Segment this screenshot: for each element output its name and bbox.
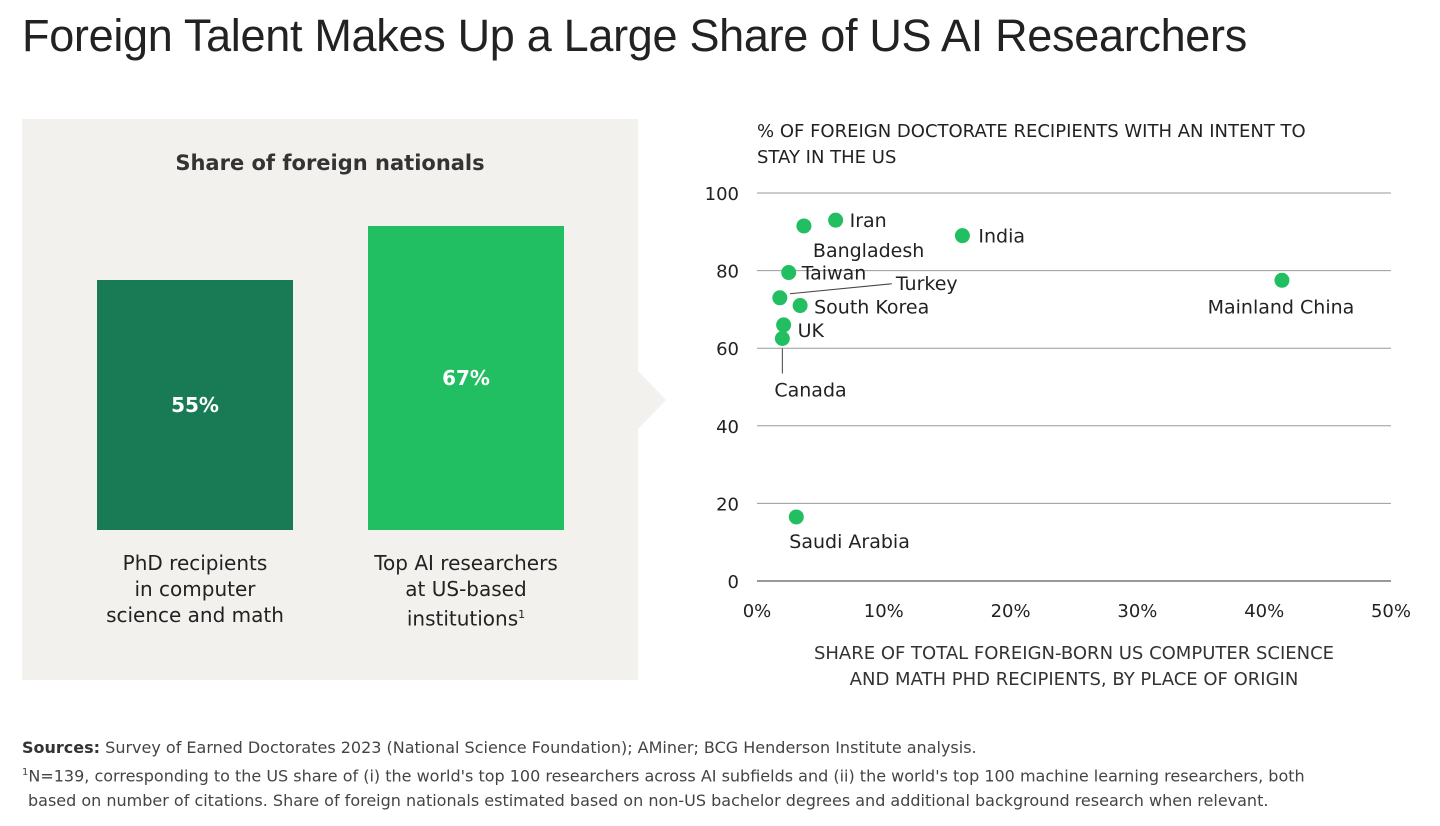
y-tick-label: 40 — [716, 417, 739, 438]
scatter-title-line: STAY IN THE US — [757, 147, 896, 168]
bar-category-line: in computer — [134, 577, 256, 601]
y-tick-label: 0 — [728, 572, 739, 593]
page-title: Foreign Talent Makes Up a Large Share of… — [22, 10, 1247, 61]
x-axis-label-line: SHARE OF TOTAL FOREIGN-BORN US COMPUTER … — [814, 643, 1334, 664]
x-tick-label: 40% — [1244, 601, 1284, 622]
y-tick-label: 20 — [716, 494, 739, 515]
point-label: Bangladesh — [813, 240, 924, 262]
footnote-line-2: based on number of citations. Share of f… — [22, 788, 1305, 813]
y-tick-label: 80 — [716, 262, 739, 283]
scatter-title-line: % OF FOREIGN DOCTORATE RECIPIENTS WITH A… — [757, 121, 1306, 142]
footnote-text-1: N=139, corresponding to the US share of … — [28, 766, 1305, 786]
point-label: Canada — [774, 380, 846, 402]
point-label: UK — [798, 320, 825, 342]
scatter-point — [792, 298, 808, 314]
y-tick-label: 100 — [705, 184, 739, 205]
scatter-point — [781, 265, 797, 281]
bar-category-label: PhD recipients in computer science and mat… — [67, 550, 323, 628]
bar-value-label: 67% — [442, 366, 490, 390]
x-tick-label: 10% — [864, 601, 904, 622]
bar-category-line: science and math — [106, 603, 284, 627]
scatter-point — [1274, 272, 1290, 288]
scatter-point — [772, 290, 788, 306]
bar-category-label: Top AI researchers at US-based institution… — [338, 550, 594, 632]
scatter-point — [774, 331, 790, 346]
x-tick-label: 20% — [991, 601, 1031, 622]
sources-line: Sources: Survey of Earned Doctorates 202… — [22, 735, 1305, 760]
footnote-text-2: based on number of citations. Share of f… — [28, 791, 1269, 811]
x-tick-label: 30% — [1117, 601, 1157, 622]
scatter-point — [796, 218, 812, 234]
bar-1: 55% — [97, 280, 293, 530]
bar-chart-title: Share of foreign nationals — [175, 151, 485, 175]
scatter-point — [776, 317, 792, 333]
y-tick-label: 60 — [716, 339, 739, 360]
point-label: India — [978, 226, 1025, 248]
point-label: Taiwan — [801, 263, 867, 285]
point-label: Mainland China — [1208, 296, 1355, 318]
scatter-point — [788, 509, 804, 525]
scatter-point — [828, 212, 844, 228]
scatter-point — [954, 228, 970, 244]
x-axis-label-line: AND MATH PHD RECIPIENTS, BY PLACE OF ORI… — [850, 669, 1299, 690]
bar-category-line: institutions1 — [406, 606, 526, 631]
panel-pointer-arrow — [638, 371, 666, 429]
point-label: South Korea — [814, 297, 929, 319]
footnote-line-1: 1N=139, corresponding to the US share of… — [22, 760, 1305, 788]
sources-label: Sources: — [22, 738, 101, 757]
bar-value-label: 55% — [171, 393, 219, 418]
x-tick-label: 0% — [743, 601, 772, 622]
sources-text: Survey of Earned Doctorates 2023 (Nation… — [105, 738, 977, 757]
bar-category-line: at US-based — [405, 577, 527, 601]
point-label: Turkey — [895, 273, 958, 295]
sources-note: Sources: Survey of Earned Doctorates 202… — [22, 735, 1305, 813]
bar-2: 67% — [368, 226, 564, 530]
x-tick-label: 50% — [1371, 601, 1411, 622]
point-label: Saudi Arabia — [789, 531, 910, 553]
label-leader-line — [789, 283, 892, 295]
bar-category-line: PhD recipients — [122, 551, 268, 575]
point-label: Iran — [850, 210, 887, 232]
footnote-mark: 1 — [518, 608, 526, 621]
footnote-mark: 1 — [22, 767, 29, 778]
bar-category-line: Top AI researchers — [374, 551, 558, 575]
